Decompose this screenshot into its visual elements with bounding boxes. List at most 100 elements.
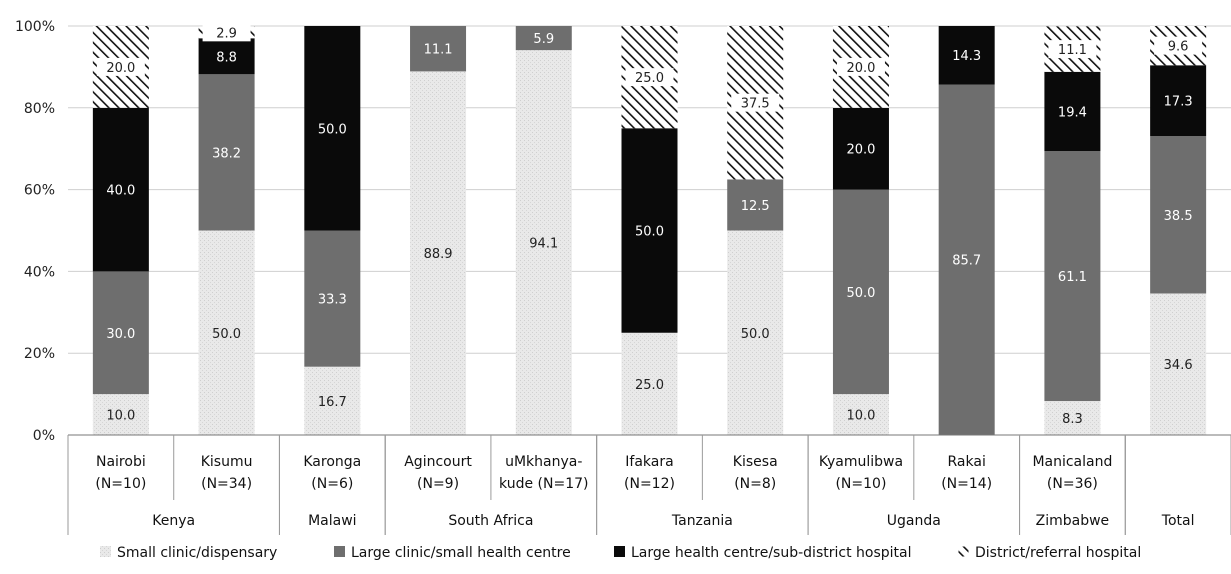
bar-segment-black (92, 107, 149, 272)
label-background (625, 68, 674, 87)
category-label-line1: Karonga (303, 454, 361, 470)
bar-segment-light (92, 394, 149, 435)
bars (92, 26, 1207, 436)
data-label: 14.3 (952, 49, 981, 64)
data-label: 50.0 (212, 327, 241, 342)
category-label-line2: (N=10) (835, 476, 886, 492)
data-label: 50.0 (318, 122, 347, 137)
data-label: 38.5 (1164, 209, 1193, 224)
category-label-line1: Kisumu (201, 454, 253, 470)
label-background (836, 57, 885, 76)
bar-segment-light (304, 366, 361, 435)
data-label: 33.3 (318, 293, 347, 308)
legend-swatch-black (614, 546, 625, 557)
data-label: 50.0 (846, 286, 875, 301)
data-label: 25.0 (635, 378, 664, 393)
bar-segment-gray (515, 26, 572, 51)
data-label: 12.5 (741, 199, 770, 214)
category-label-line2: (N=14) (941, 476, 992, 492)
category-label-line1: Nairobi (96, 454, 146, 470)
data-label: 20.0 (846, 61, 875, 76)
bar-segment-gray (727, 179, 784, 231)
label-background (1048, 40, 1097, 59)
bar-segment-light (727, 230, 784, 435)
legend-swatch-light (100, 546, 111, 557)
group-label: Total (1161, 513, 1195, 529)
data-label: 5.9 (533, 32, 554, 47)
bar-segment-black (938, 26, 995, 85)
bar-segment-light (515, 50, 572, 435)
category-label-line1: Ifakara (625, 454, 673, 470)
bar-segment-gray (410, 26, 467, 72)
legend-label: Large clinic/small health centre (351, 545, 571, 561)
category-label-line2: (N=36) (1047, 476, 1098, 492)
group-label: Zimbabwe (1036, 513, 1110, 529)
data-label: 61.1 (1058, 270, 1087, 285)
bar-segment-light (621, 332, 678, 435)
value-labels: 10.0 30.0 40.0 20.0 50.0 38.2 8.8 2.9 16.7 33.3 50… (96, 23, 1203, 427)
category-label-line1: Rakai (948, 454, 986, 470)
data-label: 85.7 (952, 254, 981, 269)
bar-segment-light (198, 230, 255, 435)
label-background (96, 57, 145, 76)
data-label: 8.3 (1062, 412, 1083, 427)
category-label-line1: Kyamulibwa (819, 454, 903, 470)
bar-segment-black (198, 38, 255, 75)
bar-segment-light (1044, 401, 1101, 435)
bar-segment-black (1044, 71, 1101, 152)
category-label-line2: (N=10) (95, 476, 146, 492)
group-label: Tanzania (671, 513, 733, 529)
bar-segment-black (621, 128, 678, 333)
category-label-line1: Kisesa (733, 454, 778, 470)
legend: Small clinic/dispensary Large clinic/smal… (100, 545, 1141, 561)
legend-swatch-gray (334, 546, 345, 557)
legend-label: Small clinic/dispensary (117, 545, 277, 561)
data-label: 50.0 (635, 225, 664, 240)
data-label: 30.0 (106, 327, 135, 342)
label-background (202, 23, 251, 42)
bar-segment-light (1150, 293, 1207, 435)
data-label: 37.5 (741, 97, 770, 112)
bar-segment-light (410, 71, 467, 436)
group-label: Uganda (887, 513, 941, 529)
data-label: 40.0 (106, 184, 135, 199)
group-label: Kenya (152, 513, 195, 529)
category-label-line2: (N=8) (734, 476, 776, 492)
legend-label: District/referral hospital (975, 545, 1141, 561)
label-background (1154, 36, 1203, 55)
data-label: 2.9 (216, 26, 237, 41)
bar-segment-gray (92, 271, 149, 395)
data-label: 34.6 (1164, 358, 1193, 373)
bar-segment-light (832, 394, 889, 435)
category-label-line1: uMkhanya- (505, 454, 582, 470)
category-label-line2: kude (N=17) (499, 476, 588, 492)
data-label: 88.9 (424, 247, 453, 262)
y-tick-label: 100% (15, 19, 55, 35)
category-label-line2: (N=6) (311, 476, 353, 492)
data-label: 17.3 (1164, 95, 1193, 110)
data-label: 38.2 (212, 146, 241, 161)
axes: 0% 20% 40% 60% 80% 100% Kenya Malawi South Afric… (15, 19, 1231, 535)
y-tick-label: 20% (24, 346, 55, 362)
data-label: 10.0 (106, 409, 135, 424)
y-tick-label: 80% (24, 101, 55, 117)
data-label: 19.4 (1058, 105, 1087, 120)
bar-segment-gray (198, 74, 255, 231)
bar-segment-black (304, 26, 361, 231)
data-label: 16.7 (318, 395, 347, 410)
data-label: 10.0 (846, 409, 875, 424)
category-label-line2: (N=34) (201, 476, 252, 492)
legend-label: Large health centre/sub-district hospita… (631, 545, 911, 561)
data-label: 50.0 (741, 327, 770, 342)
bar-segment-gray (1150, 136, 1207, 294)
bar-segment-gray (938, 84, 995, 435)
data-label: 20.0 (106, 61, 135, 76)
bar-segment-black (832, 107, 889, 190)
data-label: 11.1 (424, 43, 453, 58)
data-label: 25.0 (635, 71, 664, 86)
category-label-line1: Agincourt (404, 454, 472, 470)
category-label-line2: (N=12) (624, 476, 675, 492)
bar-segment-gray (832, 189, 889, 395)
